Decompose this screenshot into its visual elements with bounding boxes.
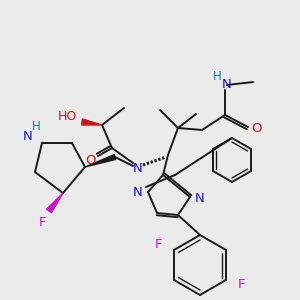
Text: N: N [195, 193, 205, 206]
Text: O: O [85, 154, 95, 166]
Text: N: N [222, 79, 232, 92]
Polygon shape [46, 193, 63, 213]
Text: H: H [32, 121, 40, 134]
Text: F: F [154, 238, 162, 251]
Text: N: N [23, 130, 33, 143]
Text: HO: HO [57, 110, 76, 124]
Polygon shape [85, 154, 116, 167]
Text: F: F [39, 217, 47, 230]
Polygon shape [82, 119, 102, 125]
Text: H: H [213, 70, 221, 83]
Text: N: N [133, 185, 143, 199]
Text: O: O [251, 122, 261, 136]
Text: F: F [238, 278, 246, 292]
Text: N: N [133, 161, 143, 175]
